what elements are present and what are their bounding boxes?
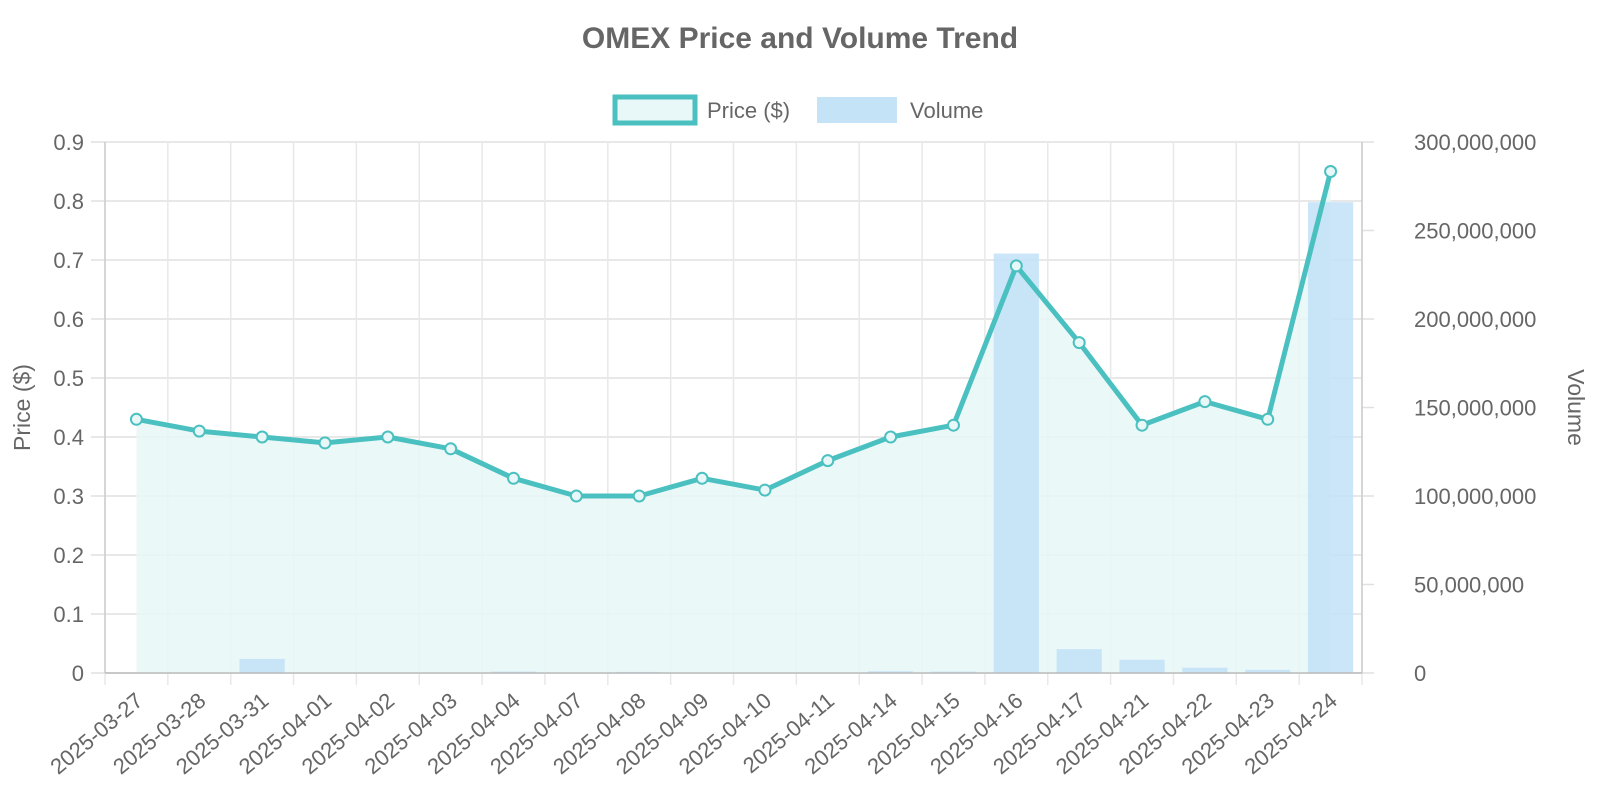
legend-volume-swatch — [817, 97, 897, 123]
volume-bar — [1056, 649, 1102, 673]
price-point — [255, 430, 269, 444]
legend-volume-label: Volume — [910, 98, 983, 123]
price-point — [507, 471, 521, 485]
left-tick-label: 0.2 — [53, 543, 84, 568]
price-point — [318, 436, 332, 450]
price-line — [133, 169, 1334, 499]
left-tick-label: 0 — [72, 661, 84, 686]
price-point — [1072, 336, 1086, 350]
right-tick-label: 100,000,000 — [1414, 484, 1536, 509]
left-tick-label: 0.4 — [53, 425, 84, 450]
volume-bar — [867, 671, 914, 673]
price-point — [1324, 165, 1338, 178]
right-tick-label: 250,000,000 — [1414, 219, 1536, 244]
price-point — [1135, 418, 1149, 432]
price-point — [946, 418, 960, 432]
price-point — [632, 489, 646, 503]
volume-bar — [1307, 202, 1354, 673]
right-tick-label: 300,000,000 — [1414, 130, 1536, 155]
left-tick-label: 0.5 — [53, 366, 84, 391]
right-tick-label: 50,000,000 — [1414, 573, 1524, 598]
price-points — [129, 165, 1338, 503]
volume-bars — [239, 202, 1354, 673]
right-axis-title: Volume — [1563, 369, 1589, 446]
left-axis-title: Price ($) — [9, 364, 35, 451]
price-point — [569, 489, 583, 503]
price-line-layer — [133, 169, 1334, 499]
legend-price-label: Price ($) — [707, 98, 790, 123]
left-tick-label: 0.1 — [53, 602, 84, 627]
chart-title: OMEX Price and Volume Trend — [582, 22, 1018, 55]
price-point — [758, 483, 772, 497]
left-tick-label: 0.9 — [53, 130, 84, 155]
right-tick-label: 0 — [1414, 661, 1426, 686]
price-point — [192, 424, 206, 438]
left-tick-label: 0.7 — [53, 248, 84, 273]
price-point — [381, 430, 395, 444]
volume-bar — [1119, 659, 1165, 673]
price-point — [1261, 412, 1275, 426]
volume-bar — [993, 253, 1039, 673]
price-point — [444, 442, 458, 456]
price-point — [821, 454, 835, 468]
left-tick-label: 0.3 — [53, 484, 84, 509]
right-tick-label: 150,000,000 — [1414, 396, 1536, 421]
price-point — [695, 471, 709, 485]
price-point — [1198, 395, 1212, 409]
left-tick-label: 0.8 — [53, 189, 84, 214]
legend: Price ($) Volume — [612, 94, 983, 126]
price-point — [884, 430, 898, 444]
volume-bar — [1245, 669, 1291, 673]
legend-price-swatch — [612, 94, 698, 126]
right-tick-label: 200,000,000 — [1414, 307, 1536, 332]
price-point — [129, 412, 143, 426]
volume-bar — [1182, 667, 1228, 673]
volume-bar — [239, 658, 285, 673]
price-point — [1009, 259, 1023, 273]
left-tick-label: 0.6 — [53, 307, 84, 332]
